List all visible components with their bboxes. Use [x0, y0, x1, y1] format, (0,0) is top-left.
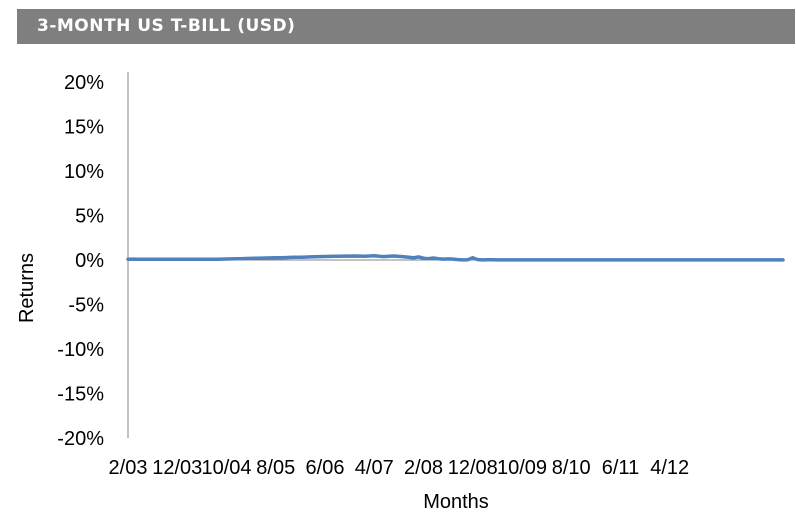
x-tick-label: 8/05: [256, 457, 295, 479]
y-tick-label: -10%: [57, 339, 104, 361]
y-tick-labels: 20% 15% 10% 5% 0% -5% -10% -15% -20%: [57, 72, 104, 450]
x-tick-label: 4/12: [650, 457, 689, 479]
series-line: [126, 254, 785, 262]
x-tick-label: 12/08: [448, 457, 498, 479]
y-tick-label: -15%: [57, 384, 104, 406]
x-axis-title: Months: [423, 491, 489, 513]
chart-title: 3-MONTH US T-BILL (USD): [37, 16, 296, 36]
y-tick-label: 0%: [75, 250, 104, 272]
x-tick-label: 2/03: [109, 457, 148, 479]
y-tick-label: 20%: [64, 72, 104, 94]
x-tick-label: 6/11: [602, 457, 639, 479]
y-tick-label: -20%: [57, 428, 104, 450]
x-tick-label: 10/09: [497, 457, 547, 479]
x-tick-label: 4/07: [355, 457, 394, 479]
y-axis-title: Returns: [16, 253, 38, 323]
y-tick-label: 10%: [64, 161, 104, 183]
x-tick-label: 12/03: [152, 457, 202, 479]
x-tick-label: 6/06: [306, 457, 345, 479]
x-tick-label: 2/08: [404, 457, 443, 479]
x-tick-label: 8/10: [552, 457, 591, 479]
x-tick-label: 10/04: [201, 457, 251, 479]
y-tick-label: 5%: [75, 206, 104, 228]
y-tick-label: 15%: [64, 117, 104, 139]
x-tick-labels: 2/03 12/03 10/04 8/05 6/06 4/07 2/08 12/08 10/09…: [109, 457, 690, 479]
y-tick-label: -5%: [68, 295, 104, 317]
chart-header-bar: 3-MONTH US T-BILL (USD): [17, 9, 795, 44]
